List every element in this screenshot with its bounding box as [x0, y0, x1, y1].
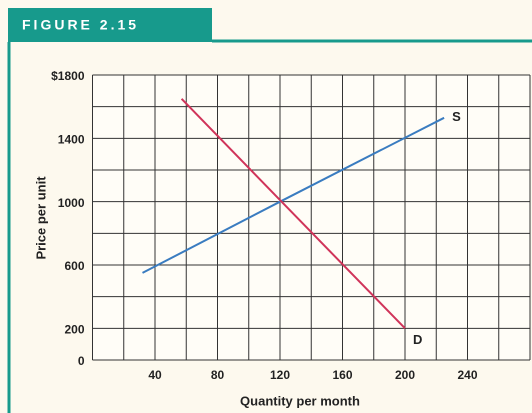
line-0 — [142, 116, 445, 274]
line-1 — [180, 98, 406, 329]
y-tick-label: 1400 — [58, 133, 85, 147]
series-label: S — [452, 109, 461, 124]
y-tick-label: 0 — [78, 354, 85, 368]
x-tick-label: 40 — [148, 368, 162, 382]
x-axis-label: Quantity per month — [240, 393, 360, 408]
x-tick-label: 80 — [211, 368, 225, 382]
y-tick-label: 600 — [64, 259, 84, 273]
y-tick-label: 200 — [64, 323, 84, 337]
x-tick-label: 200 — [395, 368, 415, 382]
y-tick-label: $1800 — [51, 69, 85, 83]
figure-label: FIGURE 2.15 — [22, 17, 139, 33]
x-tick-label: 120 — [270, 368, 290, 382]
header-banner — [8, 8, 212, 42]
y-axis-label: Price per unit — [33, 176, 48, 260]
x-tick-label: 240 — [457, 368, 477, 382]
y-tick-label: 1000 — [58, 196, 85, 210]
series-label: D — [413, 332, 422, 347]
x-tick-label: 160 — [332, 368, 352, 382]
